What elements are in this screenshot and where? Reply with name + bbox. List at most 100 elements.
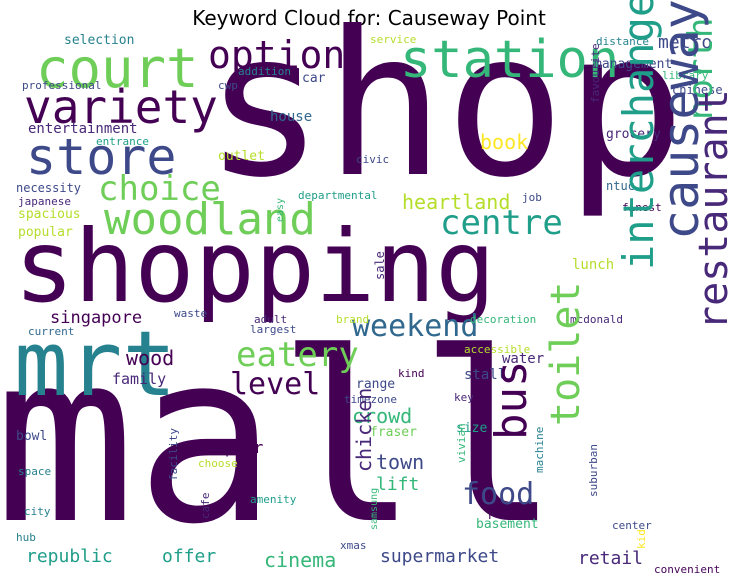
word-shop: shop bbox=[204, 0, 686, 222]
word-lunch: lunch bbox=[572, 257, 615, 273]
word-easy: easy bbox=[275, 197, 286, 222]
word-water: water bbox=[502, 351, 545, 367]
word-civic: civic bbox=[356, 153, 390, 166]
word-key: key bbox=[454, 391, 474, 404]
word-size: size bbox=[456, 421, 488, 436]
word-book: book bbox=[480, 130, 529, 154]
word-departmental: departmental bbox=[298, 189, 378, 202]
word-grocery: grocery bbox=[606, 127, 661, 142]
word-necessity: necessity bbox=[16, 181, 82, 195]
word-cwp: cwp bbox=[218, 79, 238, 92]
word-favourite: favourite bbox=[589, 43, 602, 103]
word-choose: choose bbox=[198, 457, 238, 470]
word-store: store bbox=[26, 128, 177, 186]
word-spacious: spacious bbox=[18, 207, 81, 222]
word-outlet: outlet bbox=[218, 149, 265, 164]
word-mrt: mrt bbox=[14, 312, 177, 417]
word-park: park bbox=[488, 505, 520, 520]
word-woodland: woodland bbox=[104, 194, 316, 245]
word-largest: largest bbox=[250, 323, 297, 336]
word-heartland: heartland bbox=[402, 190, 511, 214]
word-xmas: xmas bbox=[340, 539, 367, 552]
word-metro: metro bbox=[658, 32, 713, 53]
word-adult: adult bbox=[254, 313, 288, 326]
word-station: station bbox=[400, 30, 620, 90]
word-facility: facility bbox=[167, 428, 180, 481]
word-popular: popular bbox=[18, 225, 73, 240]
word-japanese: japanese bbox=[18, 195, 71, 208]
word-cafe: cafe bbox=[199, 492, 212, 520]
word-wood: wood bbox=[126, 346, 175, 370]
word-toilet: toilet bbox=[543, 281, 589, 427]
word-chinese: chinese bbox=[672, 83, 723, 97]
word-finest: finest bbox=[622, 201, 662, 214]
word-offer: offer bbox=[162, 546, 217, 567]
word-weekend: weekend bbox=[352, 309, 479, 344]
word-decoration: decoration bbox=[470, 313, 537, 326]
word-selection: selection bbox=[64, 33, 135, 48]
word-shopper: shopper bbox=[196, 438, 264, 457]
word-shopping: shopping bbox=[14, 208, 496, 325]
word-library: library bbox=[662, 69, 709, 82]
word-food: food bbox=[462, 477, 535, 512]
word-samsung: samsung bbox=[369, 487, 380, 530]
word-supermarket: supermarket bbox=[380, 546, 500, 567]
word-centre: centre bbox=[440, 203, 563, 243]
word-brand: brand bbox=[336, 313, 370, 326]
word-center: center bbox=[612, 519, 652, 532]
word-interchange: interchange bbox=[614, 0, 663, 270]
word-machine: machine bbox=[533, 426, 546, 473]
word-retail: retail bbox=[578, 548, 644, 569]
word-vivian: vivian bbox=[455, 423, 468, 463]
word-mall: mall bbox=[0, 303, 560, 576]
word-amenity: amenity bbox=[250, 493, 297, 506]
word-sale: sale bbox=[373, 251, 387, 280]
word-basement: basement bbox=[476, 517, 539, 532]
word-ntuc: ntuc bbox=[606, 179, 635, 193]
word-level: level bbox=[230, 367, 321, 402]
word-stall: stall bbox=[464, 367, 507, 383]
word-convenient: convenient bbox=[654, 563, 721, 576]
word-management: management bbox=[594, 57, 673, 72]
word-singapore: singapore bbox=[50, 308, 143, 328]
word-variety: variety bbox=[24, 80, 218, 134]
word-addition: addition bbox=[238, 65, 291, 78]
word-space: space bbox=[18, 465, 52, 478]
word-entertainment: entertainment bbox=[28, 121, 138, 137]
word-chicken: chicken bbox=[352, 387, 376, 472]
word-house: house bbox=[270, 109, 313, 125]
word-entrance: entrance bbox=[96, 135, 149, 148]
word-kid: kid bbox=[635, 529, 648, 549]
word-crowd: crowd bbox=[352, 404, 413, 428]
word-accessible: accessible bbox=[464, 343, 531, 356]
word-professional: professional bbox=[22, 79, 102, 92]
word-republic: republic bbox=[26, 546, 113, 567]
word-suburban: suburban bbox=[587, 444, 600, 497]
word-court: court bbox=[36, 37, 199, 100]
word-eatery: eatery bbox=[236, 335, 359, 375]
word-fraser: fraser bbox=[370, 425, 417, 440]
word-restaurant: restaurant bbox=[691, 89, 737, 330]
word-lift: lift bbox=[376, 474, 420, 495]
word-choice: choice bbox=[98, 169, 221, 209]
word-cinema: cinema bbox=[264, 548, 337, 572]
word-option: option bbox=[208, 33, 346, 77]
word-service: service bbox=[370, 33, 417, 46]
word-bowl: bowl bbox=[16, 429, 48, 444]
word-waste: waste bbox=[174, 307, 208, 320]
word-current: current bbox=[28, 325, 75, 338]
word-mcdonald: mcdonald bbox=[570, 313, 623, 326]
page-title: Keyword Cloud for: Causeway Point bbox=[192, 6, 546, 30]
word-car: car bbox=[302, 71, 326, 86]
word-kind: kind bbox=[398, 367, 425, 380]
word-bus: bus bbox=[486, 360, 537, 440]
word-town: town bbox=[376, 450, 425, 474]
word-job: job bbox=[522, 191, 542, 204]
word-distance: distance bbox=[596, 35, 649, 48]
word-family: family bbox=[112, 370, 167, 388]
word-hub: hub bbox=[16, 531, 36, 544]
word-city: city bbox=[24, 505, 51, 518]
word-timezone: timezone bbox=[344, 393, 397, 406]
